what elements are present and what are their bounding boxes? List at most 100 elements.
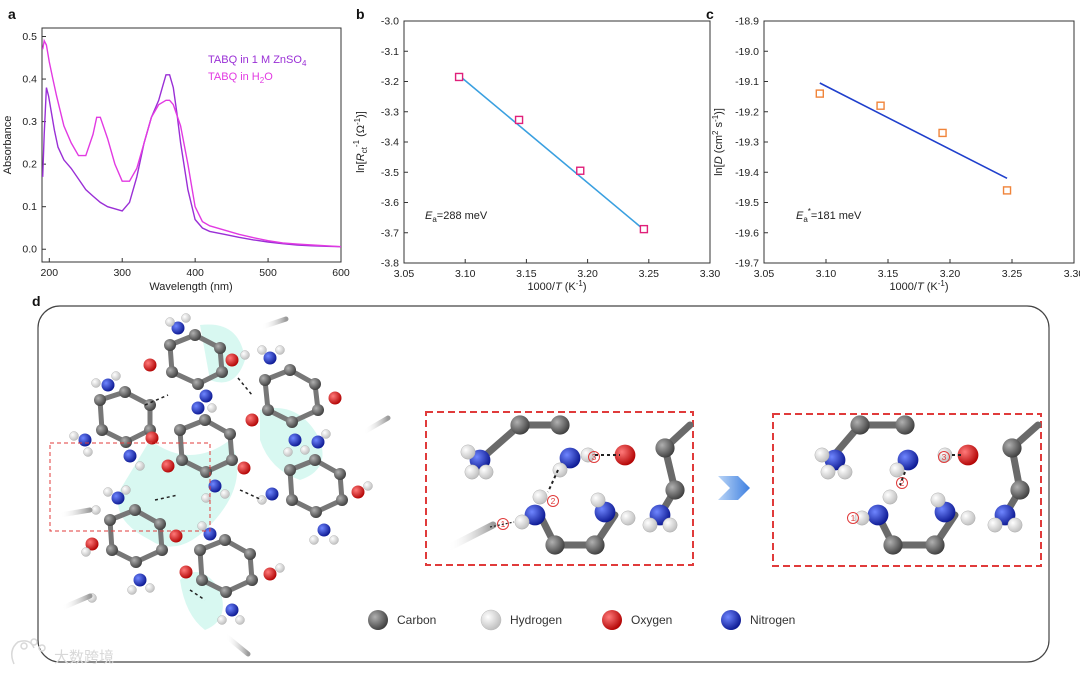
carbon-atom: [94, 394, 106, 406]
chart-c-ytick-label: -19.0: [735, 46, 759, 58]
nitrogen-key-label: Nitrogen: [750, 613, 795, 627]
chart-b-ytick-label: -3.7: [381, 227, 399, 239]
hydrogen-atom: [532, 489, 548, 505]
carbon-atom: [585, 535, 605, 555]
hydrogen-atom: [1007, 517, 1023, 533]
hydrogen-atom: [590, 492, 606, 508]
chart-b-ytick-label: -3.8: [381, 258, 399, 270]
hydrogen-atom: [275, 345, 285, 355]
carbon-atom: [665, 480, 685, 500]
step-marker-circle: [847, 512, 859, 524]
carbon-atom: [129, 504, 141, 516]
carbon-atom: [655, 438, 675, 458]
nitrogen-atom: [133, 573, 147, 587]
hydrogen-atom: [165, 317, 175, 327]
hydrogen-atom: [882, 489, 898, 505]
hydrogen-key-icon: [480, 609, 502, 631]
zoom-box-before: 123: [425, 411, 694, 566]
chart-a-xtick-label: 500: [259, 267, 277, 279]
series-line-h2o: [42, 38, 342, 248]
oxygen-atom: [145, 431, 159, 445]
nitrogen-atom: [203, 527, 217, 541]
chart-c-xtick-label: 3.25: [1002, 268, 1023, 280]
hydrogen-atom: [91, 378, 101, 388]
carbon-atom: [154, 518, 166, 530]
nitrogen-key-icon: [721, 610, 741, 630]
chart-c-xtick-label: 3.05: [754, 268, 775, 280]
chart-c-ytick-label: -19.2: [735, 106, 759, 118]
carbon-atom: [262, 404, 274, 416]
carbon-atom: [196, 574, 208, 586]
hydrogen-key-label: Hydrogen: [510, 613, 562, 627]
hydrogen-atom: [814, 447, 830, 463]
oxygen-atom: [161, 459, 175, 473]
carbon-atom: [119, 386, 131, 398]
chart-a-xtick-label: 300: [113, 267, 131, 279]
carbon-atom: [220, 586, 232, 598]
chart-b-xtick-label: 3.20: [577, 268, 598, 280]
chart-b-ytick-label: -3.0: [381, 16, 399, 28]
chart-a-ytick-label: 0.4: [22, 74, 37, 86]
chart-c-ytick-label: -18.9: [735, 16, 759, 28]
oxygen-atom: [351, 485, 365, 499]
carbon-atom: [166, 366, 178, 378]
carbon-atom: [96, 424, 108, 436]
hydrogen-atom: [464, 464, 480, 480]
hydrogen-atom: [889, 462, 905, 478]
chart-b-fit-line: [458, 74, 645, 231]
carbon-atom: [309, 378, 321, 390]
hydrogen-atom: [240, 350, 250, 360]
chart-b-data-point: [639, 224, 649, 234]
nitrogen-atom: [101, 378, 115, 392]
chart-b-ytick-label: -3.1: [381, 46, 399, 58]
hydrogen-atom: [197, 521, 207, 531]
chart-a-xtick-label: 600: [332, 267, 350, 279]
hydrogen-atom: [207, 403, 217, 413]
chart-c-xtick-label: 3.30: [1064, 268, 1080, 280]
legend-h2o-entry: TABQ in H2O: [208, 71, 273, 85]
chart-c-ytick-label: -19.5: [735, 197, 759, 209]
nitrogen-atom: [199, 389, 213, 403]
step-label: 2: [900, 478, 905, 488]
nitrogen-atom: [288, 433, 302, 447]
carbon-atom: [336, 494, 348, 506]
carbon-atom: [192, 378, 204, 390]
panel-letter-a: a: [8, 6, 16, 22]
step-marker-circle: [497, 518, 509, 530]
hydrogen-atom: [300, 445, 310, 455]
chart-a-xtick-label: 400: [186, 267, 204, 279]
carbon-atom: [120, 436, 132, 448]
hydrogen-atom: [145, 583, 155, 593]
carbon-atom: [284, 464, 296, 476]
step-label: 2: [551, 496, 556, 506]
hydrogen-atom: [363, 481, 373, 491]
chart-b-xtick-label: 3.30: [700, 268, 721, 280]
chart-a-ytick-label: 0.5: [22, 31, 37, 43]
chart-b-ytick-label: -3.3: [381, 106, 399, 118]
carbon-atom: [214, 342, 226, 354]
nitrogen-atom: [111, 491, 125, 505]
oxygen-key-icon: [602, 610, 622, 630]
carbon-atom: [545, 535, 565, 555]
hydrogen-atom: [121, 485, 131, 495]
carbon-atom: [309, 454, 321, 466]
chart-c-ytick-label: -19.1: [735, 76, 759, 88]
hydrogen-atom: [620, 510, 636, 526]
carbon-atom: [246, 574, 258, 586]
chart-c-xtick-label: 3.15: [878, 268, 899, 280]
chart-c-fit-line: [819, 82, 1008, 180]
hydrogen-atom: [220, 489, 230, 499]
hydrogen-atom: [552, 462, 568, 478]
chart-b-xtick-label: 3.15: [516, 268, 537, 280]
chart-c-xlabel: 1000/T (K-1): [889, 279, 948, 293]
carbon-atom: [883, 535, 903, 555]
carbon-atom: [199, 414, 211, 426]
chart-c-ytick-label: -19.3: [735, 137, 759, 149]
carbon-atom: [895, 415, 915, 435]
chart-b-data-point: [514, 115, 524, 125]
carbon-atom: [164, 339, 176, 351]
zoom-box-after: 1 2 3: [772, 413, 1042, 567]
step-marker-circle: [938, 451, 950, 463]
chart-a-ytick-label: 0.2: [22, 159, 37, 171]
nitrogen-atom: [123, 449, 137, 463]
